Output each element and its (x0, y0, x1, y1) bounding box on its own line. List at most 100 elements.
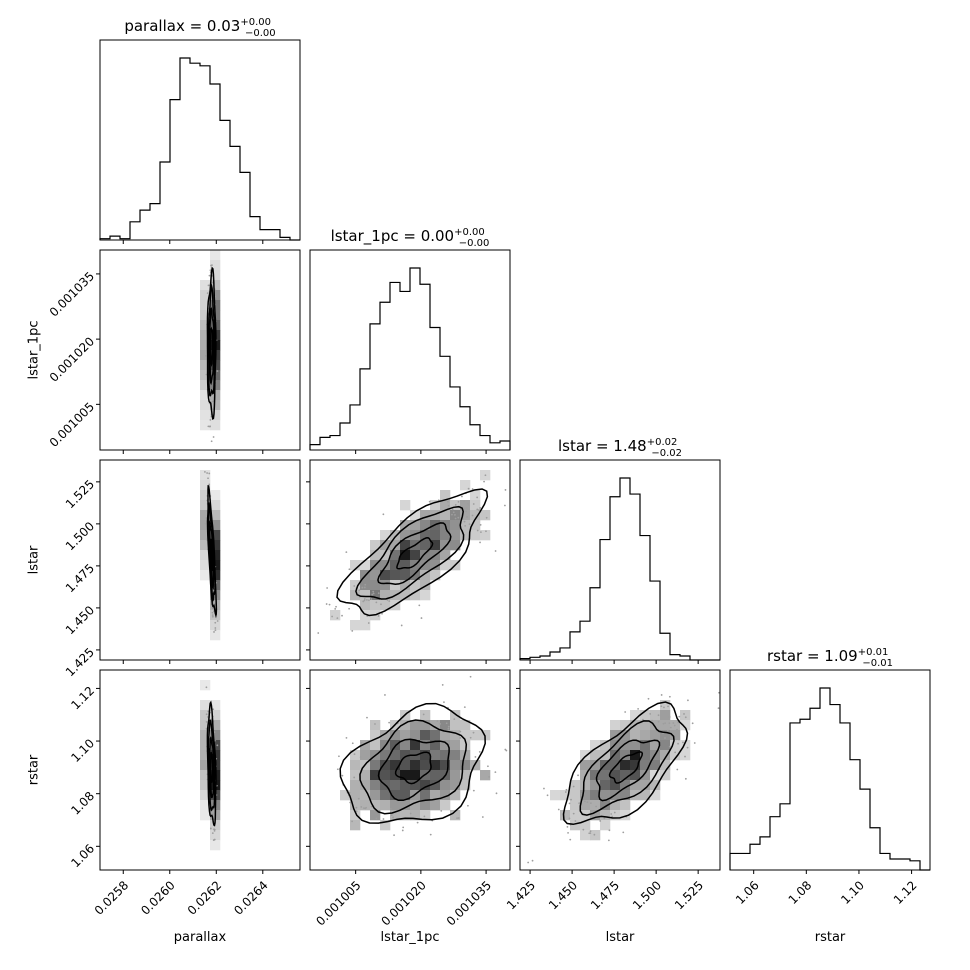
density-cell (210, 840, 221, 851)
sample-point (363, 599, 366, 602)
density-cell (210, 740, 221, 751)
sample-point (377, 615, 380, 617)
density-cell (210, 290, 221, 301)
sample-point (345, 551, 348, 554)
y-tick-label: 1.450 (63, 603, 97, 637)
density-cell (400, 520, 411, 531)
density-cell (460, 530, 471, 541)
density-cell (440, 530, 451, 541)
density-cell (420, 740, 431, 751)
density-cell (350, 560, 361, 571)
density-cell (380, 770, 391, 781)
density-cell (680, 750, 691, 761)
density-cell (420, 810, 431, 821)
sample-point (668, 715, 671, 718)
density-cell (430, 530, 441, 541)
sample-point (457, 516, 460, 519)
density-cell (480, 530, 491, 541)
density-cell (360, 800, 371, 811)
density-cell (430, 740, 441, 751)
density-cell (440, 560, 451, 571)
y-tick-label: 1.06 (68, 842, 97, 871)
sample-point (392, 816, 394, 819)
density-cell (600, 780, 611, 791)
sample-point (388, 721, 391, 724)
sample-point (468, 523, 471, 526)
density-cell (200, 390, 211, 401)
x-tick-label: 0.0264 (231, 878, 271, 918)
panel-lstar_1pc-vs-lstar (309, 459, 511, 661)
x-tick-label: 0.0260 (138, 878, 178, 918)
sample-point (660, 694, 663, 696)
sample-point (355, 806, 358, 809)
density-cell (350, 780, 361, 791)
sample-point (582, 828, 585, 831)
density-cell (380, 550, 391, 561)
sample-point (328, 603, 331, 606)
sample-point (212, 400, 214, 403)
sample-point (214, 629, 217, 632)
density-cell (430, 790, 441, 801)
density-cell (410, 770, 421, 781)
contour-level-4 (206, 700, 217, 827)
density-cell (400, 550, 411, 561)
sample-point (454, 517, 457, 520)
density-cell (410, 530, 421, 541)
hist-step-parallax (99, 57, 300, 241)
sample-point (572, 812, 575, 815)
sample-point (336, 617, 339, 620)
density-cell (210, 270, 221, 281)
density-cell (480, 510, 491, 521)
sample-point (678, 738, 680, 741)
x-tick-label: 0.001035 (444, 878, 494, 928)
density-cell (610, 720, 621, 731)
density-cell (420, 580, 431, 591)
density-cell (420, 530, 431, 541)
density-cell (400, 560, 411, 571)
density-cell (430, 720, 441, 731)
sample-point (210, 440, 213, 443)
sample-point (393, 834, 395, 837)
density-cell (420, 710, 431, 721)
sample-point (467, 504, 470, 507)
hist-panel-lstar (519, 459, 721, 661)
sample-point (589, 830, 592, 833)
density-cell (440, 750, 451, 761)
y-tick-label: 0.001005 (47, 400, 97, 450)
sample-point (447, 504, 450, 507)
sample-point (722, 668, 724, 670)
density-cell (460, 480, 471, 491)
density-cell (400, 500, 411, 511)
density-cell (380, 800, 391, 811)
sample-point (569, 838, 572, 841)
density-cell (200, 770, 211, 781)
density-cell (660, 750, 671, 761)
density-cell (400, 530, 411, 541)
density-cell (200, 730, 211, 741)
density-cell (440, 740, 451, 751)
density-cell (430, 760, 441, 771)
density-cell (350, 620, 361, 631)
sample-point (691, 722, 694, 725)
sample-point (624, 711, 627, 713)
density-cell (450, 750, 461, 761)
density-cell (390, 790, 401, 801)
density-cell (420, 540, 431, 551)
density-cell (400, 720, 411, 731)
sample-point (345, 737, 348, 739)
density-cell (350, 820, 361, 831)
density-cell (200, 680, 211, 691)
sample-point (657, 720, 660, 723)
sample-point (687, 699, 689, 702)
sample-point (664, 737, 666, 739)
sample-point (613, 811, 616, 814)
sample-point (211, 812, 214, 815)
sample-point (459, 737, 462, 739)
density-cell (460, 770, 471, 781)
density-cell (620, 790, 631, 801)
density-cell (420, 520, 431, 531)
density-cell (650, 780, 661, 791)
density-cell (380, 590, 391, 601)
sample-point (364, 583, 367, 586)
density-cell (360, 620, 371, 631)
